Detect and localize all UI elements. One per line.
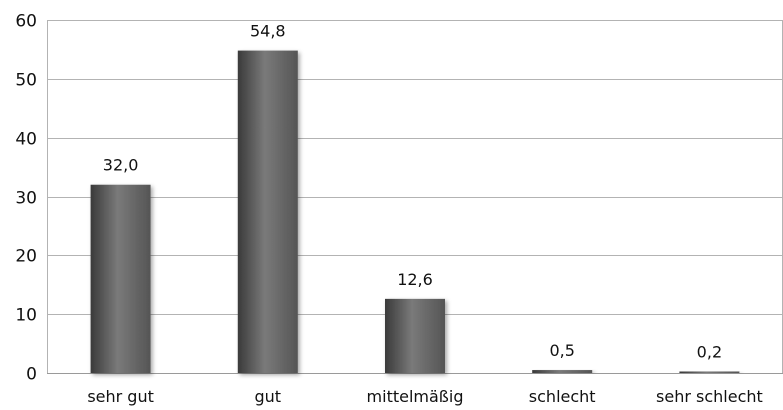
bars: [90, 50, 740, 374]
bar: [385, 298, 445, 373]
data-label: 12,6: [397, 270, 433, 289]
bar: [679, 371, 740, 373]
x-tick-label: schlecht: [529, 387, 596, 406]
y-axis-tick-labels: 0 10 20 30 40 50 60: [15, 12, 37, 385]
data-label: 0,2: [697, 343, 722, 362]
data-labels: 32,0 54,8 12,6 0,5 0,2: [103, 22, 722, 362]
y-tick-label: 0: [26, 365, 37, 385]
data-label: 32,0: [103, 156, 139, 175]
x-tick-label: mittelmäßig: [367, 387, 464, 406]
x-tick-label: gut: [255, 387, 282, 406]
bar: [90, 184, 151, 373]
y-tick-label: 60: [15, 12, 37, 32]
x-tick-label: sehr schlecht: [656, 387, 763, 406]
data-label: 0,5: [549, 341, 574, 360]
y-tick-label: 30: [15, 189, 37, 209]
y-tick-label: 10: [15, 306, 37, 326]
bar: [237, 50, 298, 374]
bar: [532, 370, 593, 373]
y-tick-label: 20: [15, 247, 37, 267]
x-axis-category-labels: sehr gut gut mittelmäßig schlecht sehr schle…: [87, 387, 762, 406]
data-label: 54,8: [250, 22, 286, 41]
y-tick-label: 40: [15, 130, 37, 150]
y-tick-label: 50: [15, 71, 37, 91]
x-tick-label: sehr gut: [87, 387, 154, 406]
gridlines: [47, 20, 783, 374]
